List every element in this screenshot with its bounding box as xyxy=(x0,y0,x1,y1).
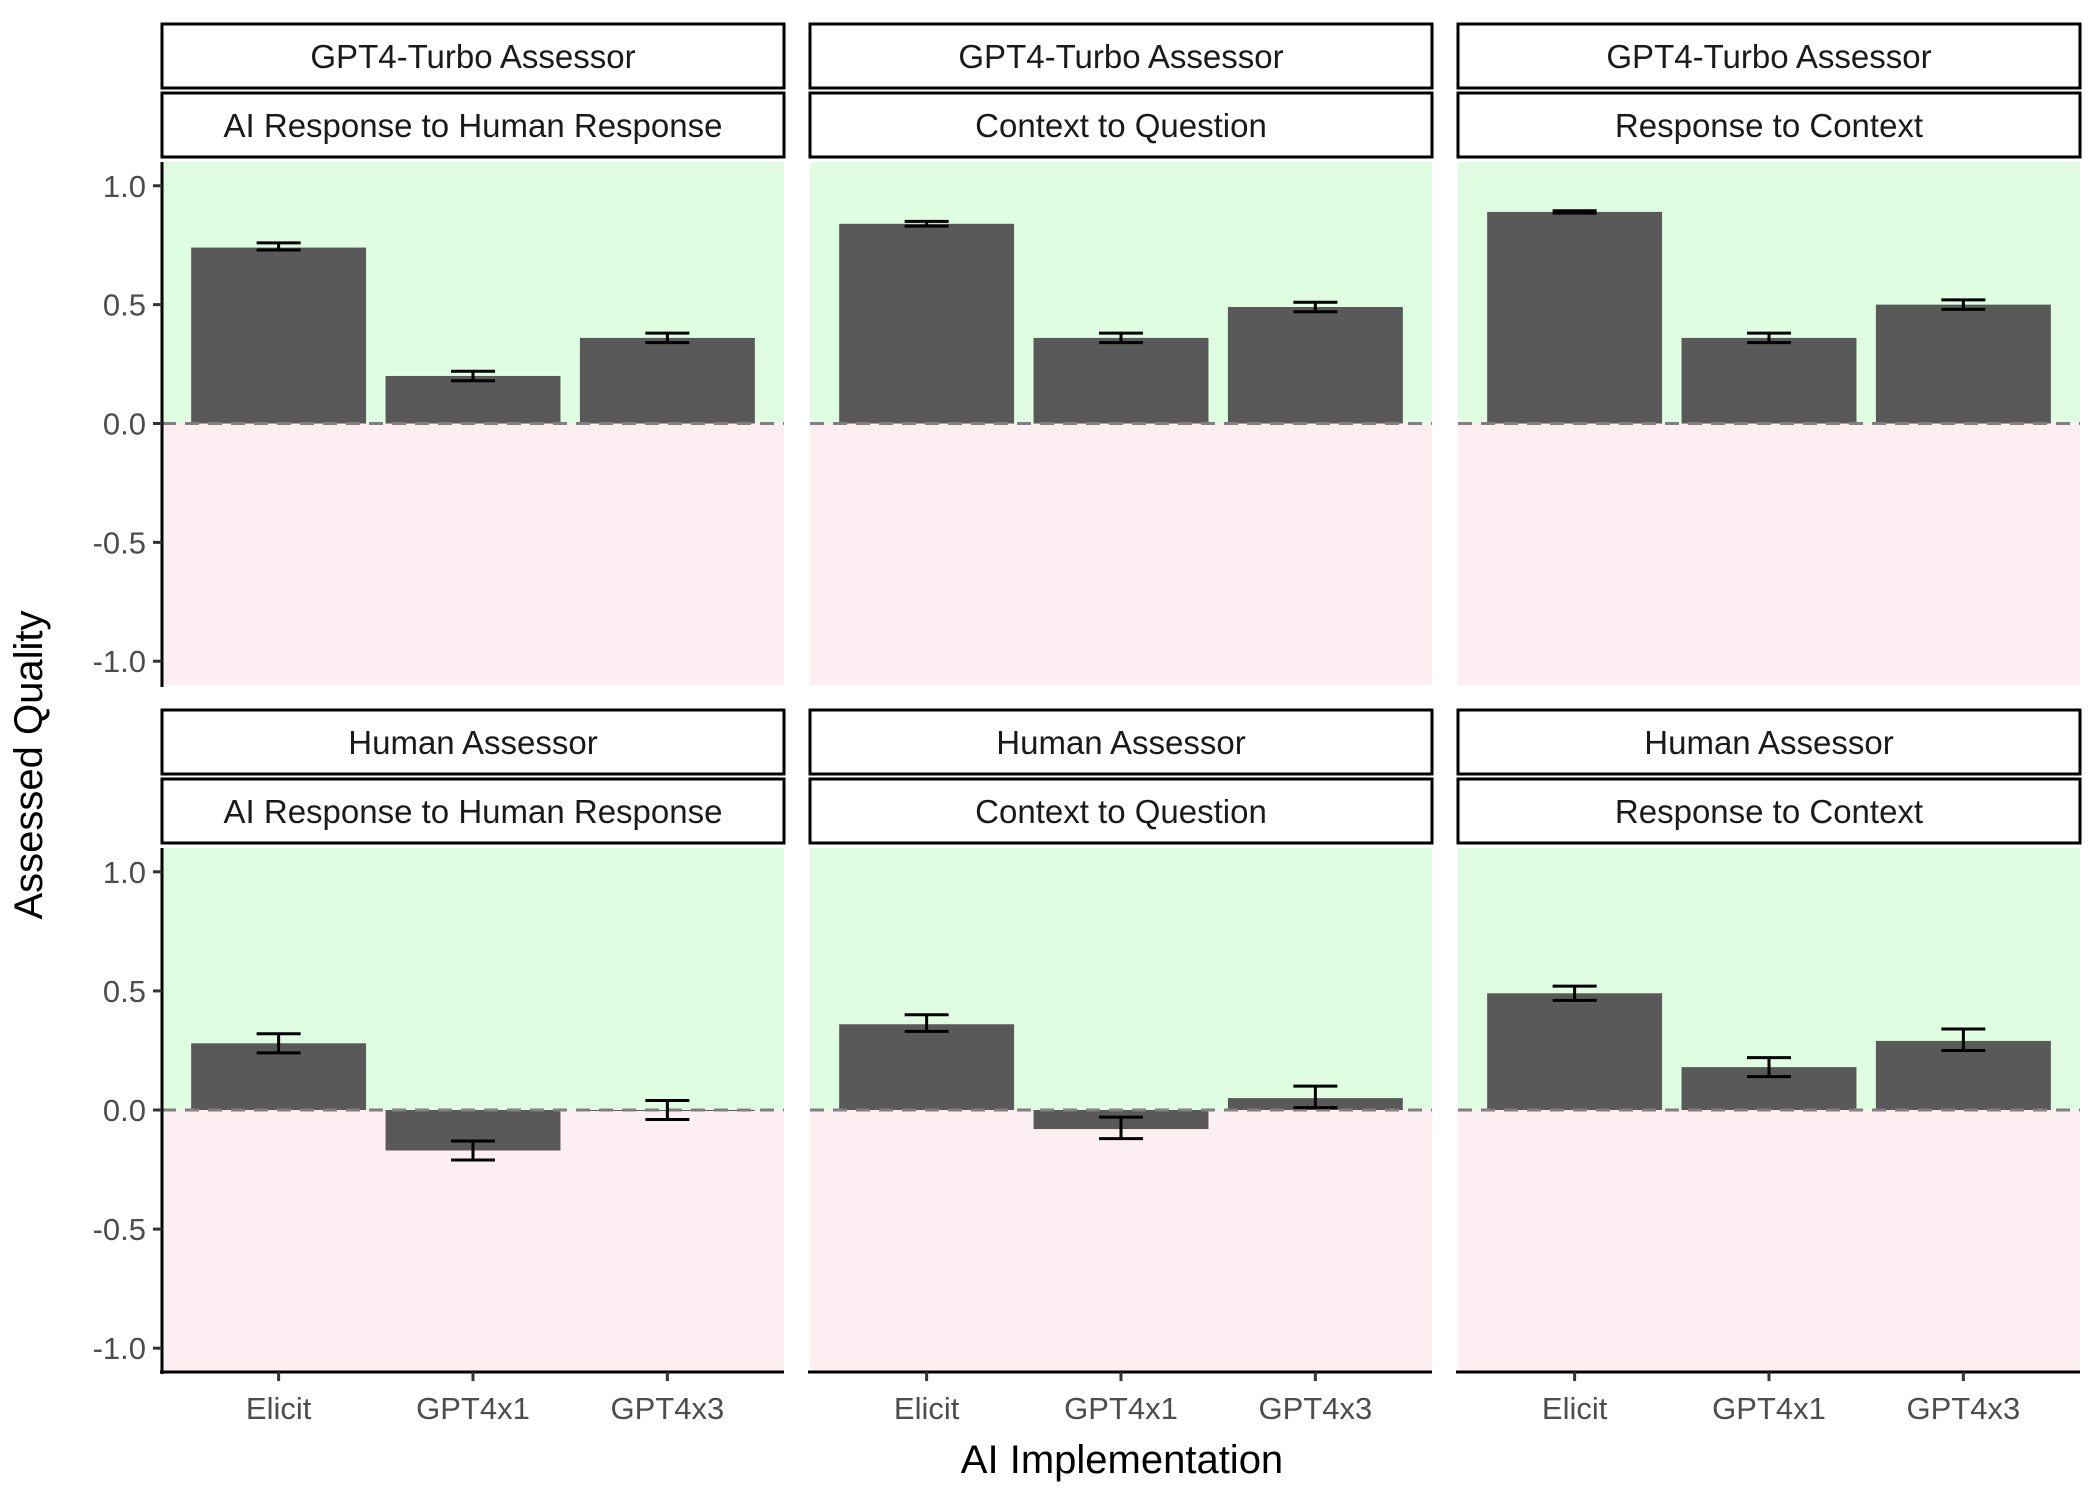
error-bar-elicit xyxy=(256,241,301,252)
y-tick-label: 1.0 xyxy=(103,169,146,204)
panels-layer: GPT4-Turbo Assessor AI Response to Human … xyxy=(93,22,2082,1426)
error-bar-gpt4x3 xyxy=(1941,298,1986,311)
bar-gpt4x3 xyxy=(579,337,755,424)
strip-label-col: Response to Context xyxy=(1615,107,1923,144)
bar-elicit xyxy=(1487,993,1663,1110)
strip-box-col xyxy=(160,777,786,845)
error-bar-elicit xyxy=(1552,984,1597,1002)
x-tick-label: GPT4x3 xyxy=(1907,1391,2021,1426)
strip-box-row xyxy=(160,22,786,90)
x-tick-label: GPT4x1 xyxy=(1712,1391,1826,1426)
strip-box-row xyxy=(1456,708,2082,776)
error-bar-gpt4x1 xyxy=(1747,331,1791,345)
strip-box-col xyxy=(1456,91,2082,159)
strip-box-col xyxy=(1456,777,2082,845)
strip-box-row xyxy=(1456,22,2082,90)
y-tick-label: 0.5 xyxy=(103,974,146,1009)
y-tick-label: 0.5 xyxy=(103,288,146,323)
error-bar-gpt4x1 xyxy=(451,369,495,383)
panel-3: GPT4-Turbo Assessor Response to Context xyxy=(1456,22,2082,685)
panel-4: Human Assessor AI Response to Human Respo… xyxy=(93,708,786,1426)
strip-label-col: Response to Context xyxy=(1615,793,1923,830)
bar-elicit xyxy=(191,247,367,424)
error-bar-elicit xyxy=(904,1013,949,1033)
strip-box-row xyxy=(160,708,786,776)
strip-label-col: Context to Question xyxy=(975,793,1267,830)
bar-gpt4x1 xyxy=(1033,337,1209,424)
negative-region xyxy=(810,423,1432,685)
strip-label-row: GPT4-Turbo Assessor xyxy=(310,38,635,75)
negative-region xyxy=(1458,423,2080,685)
x-tick-label: Elicit xyxy=(1542,1391,1608,1426)
error-bar-gpt4x3 xyxy=(1293,300,1338,314)
strip-label-col: Context to Question xyxy=(975,107,1267,144)
error-bar-elicit xyxy=(904,219,949,228)
error-bar-elicit xyxy=(1552,209,1597,215)
bar-elicit xyxy=(839,1024,1015,1110)
y-tick-label: -1.0 xyxy=(93,1331,146,1366)
x-axis-title: AI Implementation xyxy=(961,1438,1283,1482)
strip-label-row: Human Assessor xyxy=(996,724,1245,761)
bar-elicit xyxy=(191,1043,367,1110)
x-tick-label: GPT4x3 xyxy=(1259,1391,1373,1426)
y-tick-label: -1.0 xyxy=(93,644,146,679)
error-bar-gpt4x1 xyxy=(1747,1056,1791,1079)
error-bar-gpt4x1 xyxy=(1099,331,1143,345)
panel-6: Human Assessor Response to Context Elicit G… xyxy=(1456,708,2082,1426)
y-tick-label: 0.0 xyxy=(103,407,146,442)
panel-1: GPT4-Turbo Assessor AI Response to Human … xyxy=(93,22,786,687)
error-bar-elicit xyxy=(256,1032,301,1055)
strip-box-col xyxy=(160,91,786,159)
bar-gpt4x3 xyxy=(1227,307,1403,424)
x-tick-label: GPT4x1 xyxy=(1064,1391,1178,1426)
strip-label-row: GPT4-Turbo Assessor xyxy=(1606,38,1931,75)
strip-label-col: AI Response to Human Response xyxy=(224,107,723,144)
strip-label-row: GPT4-Turbo Assessor xyxy=(958,38,1283,75)
y-tick-label: 1.0 xyxy=(103,855,146,890)
x-tick-label: GPT4x1 xyxy=(416,1391,530,1426)
x-tick-label: GPT4x3 xyxy=(611,1391,725,1426)
y-tick-label: -0.5 xyxy=(93,1212,146,1247)
strip-box-row xyxy=(808,708,1434,776)
error-bar-gpt4x3 xyxy=(645,331,690,345)
bar-elicit xyxy=(839,223,1015,424)
bar-gpt4x1 xyxy=(1681,337,1857,424)
bar-elicit xyxy=(1487,211,1663,424)
negative-region xyxy=(1458,1110,2080,1372)
strip-label-col: AI Response to Human Response xyxy=(224,793,723,830)
bar-gpt4x3 xyxy=(1875,304,2051,424)
panel-5: Human Assessor Context to Question Elicit G… xyxy=(808,708,1434,1426)
x-tick-label: Elicit xyxy=(246,1391,312,1426)
x-tick-label: Elicit xyxy=(894,1391,960,1426)
y-tick-label: 0.0 xyxy=(103,1093,146,1128)
error-bar-gpt4x3 xyxy=(645,1098,690,1122)
negative-region xyxy=(810,1110,1432,1372)
y-tick-label: -0.5 xyxy=(93,525,146,560)
strip-box-col xyxy=(808,777,1434,845)
strip-box-row xyxy=(808,22,1434,90)
strip-label-row: Human Assessor xyxy=(348,724,597,761)
y-axis-title: Assessed Quality xyxy=(7,610,51,919)
negative-region xyxy=(162,423,784,685)
panel-2: GPT4-Turbo Assessor Context to Question xyxy=(808,22,1434,685)
error-bar-gpt4x1 xyxy=(1099,1115,1143,1141)
error-bar-gpt4x3 xyxy=(1941,1027,1986,1052)
bar-gpt4x1 xyxy=(385,375,561,424)
strip-label-row: Human Assessor xyxy=(1644,724,1893,761)
error-bar-gpt4x3 xyxy=(1293,1084,1338,1110)
bar-gpt4x3 xyxy=(1875,1040,2051,1110)
strip-box-col xyxy=(808,91,1434,159)
error-bar-gpt4x1 xyxy=(451,1139,495,1162)
